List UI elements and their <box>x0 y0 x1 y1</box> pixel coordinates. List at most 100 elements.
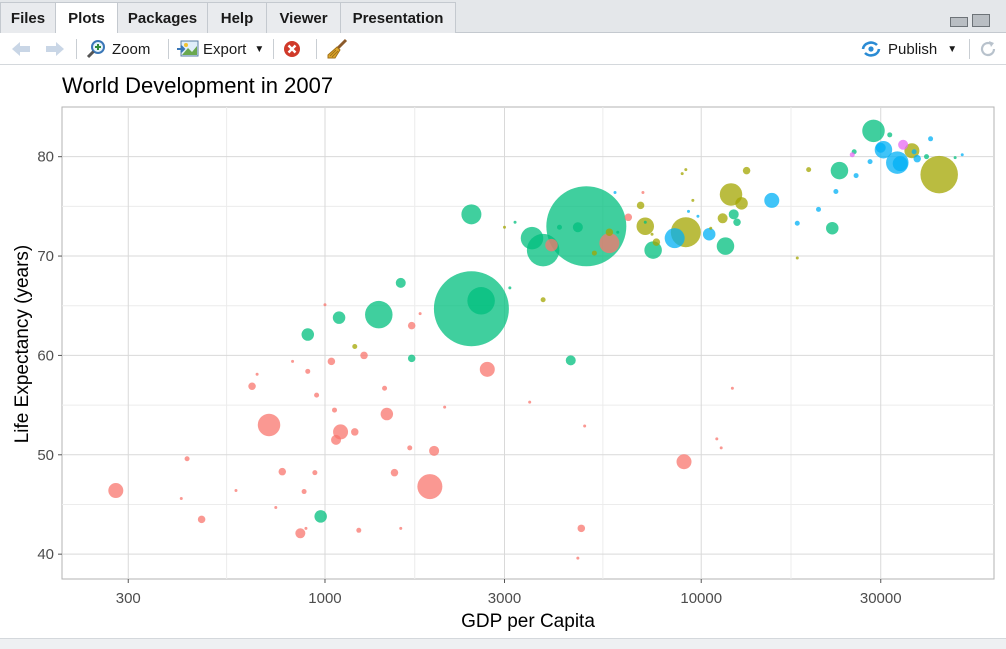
data-point-americas <box>605 228 614 236</box>
data-point-americas <box>691 198 695 202</box>
y-tick-label: 70 <box>37 248 54 265</box>
data-point-asia <box>643 220 647 224</box>
data-point-asia <box>862 119 885 143</box>
refresh-icon <box>980 41 996 57</box>
data-point-europe <box>764 192 780 208</box>
data-point-africa <box>545 238 558 252</box>
y-tick-label: 60 <box>37 347 54 364</box>
data-point-asia <box>508 286 512 290</box>
export-label: Export <box>203 40 247 58</box>
data-point-americas <box>680 172 684 176</box>
data-point-africa <box>715 437 719 441</box>
tab-plots[interactable]: Plots <box>55 2 118 34</box>
data-point-americas <box>920 155 958 194</box>
data-point-americas <box>806 167 812 173</box>
data-point-asia <box>314 510 327 523</box>
data-point-asia <box>953 156 957 160</box>
data-point-africa <box>577 524 586 533</box>
data-point-africa <box>184 456 190 462</box>
data-point-europe <box>664 228 685 249</box>
data-point-asia <box>830 161 849 180</box>
publish-button[interactable]: Publish ▼ <box>860 37 957 61</box>
data-point-asia <box>728 209 739 220</box>
data-point-africa <box>730 386 734 390</box>
data-point-africa <box>295 528 306 539</box>
data-point-africa <box>429 445 440 456</box>
back-arrow-icon[interactable] <box>10 37 32 61</box>
publish-label: Publish <box>888 40 938 58</box>
clear-all-plots-button[interactable] <box>326 37 348 61</box>
chart-title: World Development in 2007 <box>62 73 333 98</box>
data-point-africa <box>301 489 307 495</box>
data-point-asia <box>467 287 495 315</box>
data-point-africa <box>312 470 318 476</box>
grid-lines <box>62 107 994 579</box>
tab-files[interactable]: Files <box>0 2 56 33</box>
data-point-asia <box>461 204 482 225</box>
data-point-africa <box>179 497 183 501</box>
data-point-americas <box>795 256 799 260</box>
data-point-asia <box>556 224 562 230</box>
data-point-africa <box>332 407 338 413</box>
data-point-africa <box>719 446 723 450</box>
data-point-europe <box>867 159 873 165</box>
maximize-pane-icon[interactable] <box>972 14 990 27</box>
data-point-asia <box>332 311 346 324</box>
y-tick-label: 40 <box>37 546 54 563</box>
x-tick-label: 30000 <box>860 590 902 607</box>
data-point-africa <box>291 359 295 363</box>
data-point-africa <box>382 385 388 391</box>
data-point-africa <box>234 489 238 493</box>
x-tick-label: 300 <box>116 590 141 607</box>
tab-packages[interactable]: Packages <box>117 2 208 33</box>
data-point-africa <box>418 312 422 316</box>
data-point-asia <box>395 277 406 288</box>
data-point-americas <box>735 197 748 210</box>
data-point-americas <box>652 238 661 246</box>
data-point-africa <box>599 233 620 254</box>
zoom-button[interactable]: Zoom <box>86 37 150 61</box>
broom-icon <box>327 38 348 59</box>
remove-plot-button[interactable] <box>282 37 302 61</box>
plots-toolbar: Zoom Export ▼ Publish ▼ <box>0 33 1006 65</box>
toolbar-separator <box>316 39 317 59</box>
tab-help[interactable]: Help <box>207 2 267 33</box>
data-point-asia <box>565 355 576 366</box>
data-points <box>108 119 964 560</box>
data-point-africa <box>274 505 278 509</box>
data-point-africa <box>380 407 394 421</box>
data-point-americas <box>636 217 655 235</box>
x-tick-label: 3000 <box>488 590 521 607</box>
data-point-asia <box>407 354 416 363</box>
data-point-europe <box>913 154 921 163</box>
data-point-africa <box>390 468 399 477</box>
data-point-africa <box>351 428 359 436</box>
export-button[interactable]: Export ▼ <box>177 37 264 61</box>
data-point-asia <box>733 218 741 227</box>
data-point-asia <box>513 220 517 224</box>
data-point-africa <box>314 392 320 398</box>
minimize-pane-icon[interactable] <box>950 17 968 27</box>
data-point-asia <box>365 300 393 329</box>
plot-panel <box>61 106 995 580</box>
data-point-africa <box>255 372 259 376</box>
y-tick-label: 80 <box>37 149 54 166</box>
tab-viewer[interactable]: Viewer <box>266 2 341 33</box>
data-point-asia <box>826 221 839 235</box>
data-point-africa <box>331 434 342 445</box>
data-point-americas <box>502 225 506 229</box>
refresh-button[interactable] <box>978 37 998 61</box>
toolbar-separator <box>273 39 274 59</box>
data-point-africa <box>278 467 287 476</box>
forward-arrow-icon[interactable] <box>44 37 66 61</box>
tab-presentation[interactable]: Presentation <box>340 2 456 33</box>
data-point-africa <box>528 400 532 404</box>
data-point-americas <box>540 297 546 303</box>
data-point-asia <box>616 230 620 234</box>
data-point-asia <box>887 132 893 138</box>
data-point-europe <box>686 209 690 213</box>
gapminder-bubble-chart: World Development in 2007 300 1000 3000 100… <box>12 73 995 632</box>
data-point-americas <box>742 166 751 175</box>
data-point-europe <box>613 190 617 194</box>
zoom-magnifier-icon <box>86 39 106 59</box>
